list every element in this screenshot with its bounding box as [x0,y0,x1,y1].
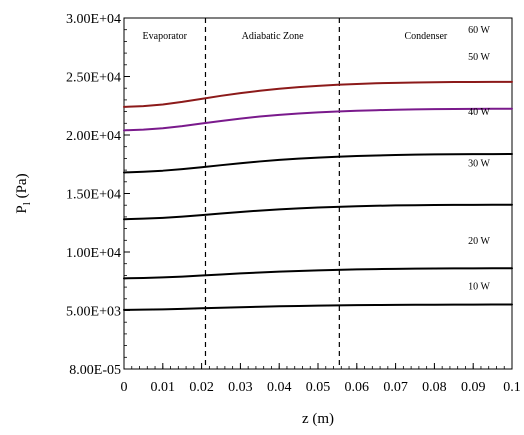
y-axis-title-sub: l [21,202,33,205]
x-tick-label: 0 [121,380,128,395]
series-line-20w [123,267,513,280]
x-tick-label: 0.03 [228,380,253,395]
region-label-2: Condenser [404,31,447,42]
region-label-1: Adiabatic Zone [242,31,304,42]
series-line-30w [123,203,513,221]
y-axis-title-main: P [14,205,30,213]
series-line-60w [123,80,513,108]
x-tick-label: 0.01 [151,380,176,395]
x-tick-label: 0.02 [189,380,214,395]
plot-area [123,17,513,370]
y-ticks: 8.00E-05 5.00E+03 1.00E+04 1.50E+04 2.00E+04… [66,12,130,378]
y-tick-label: 2.00E+04 [66,129,121,144]
series-label-40w: 40 W [468,107,490,118]
series-label-20w: 20 W [468,236,490,247]
y-tick-label: 2.50E+04 [66,71,121,86]
y-tick-label: 8.00E-05 [69,363,121,378]
series-label-60w: 60 W [468,25,490,36]
y-axis-title-unit: (Pa) [14,173,30,202]
y-axis-title: Pl (Pa) [14,173,33,213]
region-boundaries [204,18,340,369]
x-tick-label: 0.08 [422,380,447,395]
y-tick-label: 3.00E+04 [66,12,121,27]
series-lines [123,80,513,311]
y-tick-label: 1.50E+04 [66,188,121,203]
x-tick-label: 0.07 [383,380,408,395]
series-line-50w [123,107,513,132]
region-labels: Evaporator Adiabatic Zone Condenser [143,31,448,42]
region-label-0: Evaporator [143,31,188,42]
series-line-40w [123,153,513,174]
x-tick-label: 0.09 [461,380,486,395]
y-tick-label: 5.00E+03 [66,305,121,320]
series-label-50w: 50 W [468,52,490,63]
x-tick-label: 0.05 [306,380,331,395]
x-tick-label: 0.04 [267,380,292,395]
series-label-10w: 10 W [468,281,490,292]
y-tick-label: 1.00E+04 [66,246,121,261]
x-tick-label: 0.1 [503,380,521,395]
series-line-10w [123,303,513,311]
x-ticks: 0 0.01 0.02 0.03 0.04 0.05 0.06 0.07 0.08 0.09 0.1 [121,363,521,395]
x-axis-title: z (m) [302,411,334,427]
series-labels: 10 W 20 W 30 W 40 W 50 W 60 W [468,25,490,292]
x-tick-label: 0.06 [345,380,370,395]
series-label-30w: 30 W [468,159,490,170]
